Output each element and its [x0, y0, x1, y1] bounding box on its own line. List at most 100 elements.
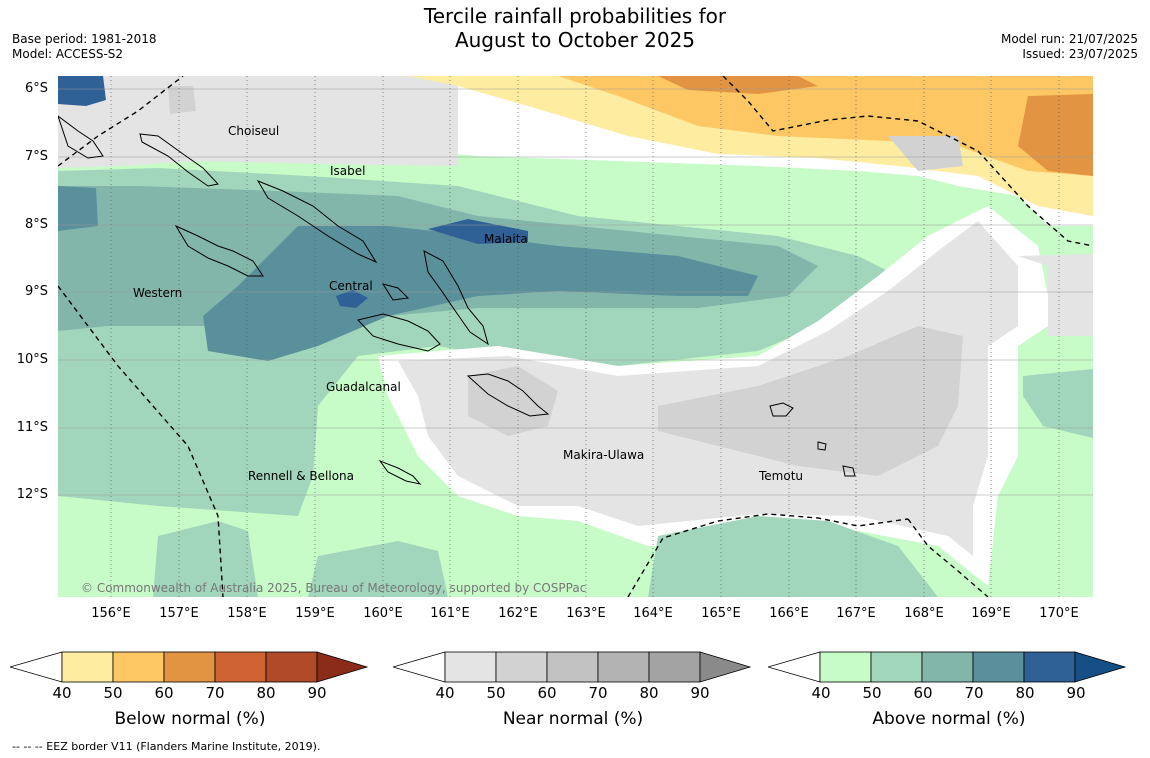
rennell-island: [378, 459, 422, 485]
santa-cruz-islands: [769, 402, 794, 417]
lat-label-10s: 10°S: [16, 352, 48, 367]
colorbar-title-near: Near normal (%): [502, 709, 644, 729]
above-80-90-b: [336, 290, 368, 308]
title-line-2: August to October 2025: [454, 28, 696, 52]
label-western: Western: [133, 286, 182, 300]
region-labels: Choiseul Isabel Malaita Western Central …: [133, 124, 803, 483]
label-makira: Makira-Ulawa: [563, 448, 644, 462]
near-colorbar-segment: [495, 651, 548, 683]
map-title: Tercile rainfall probabilities for Augus…: [0, 4, 1150, 52]
near-colorbar-max-arrow: [699, 651, 752, 683]
near-40-50-north: [58, 76, 458, 168]
below-colorbar-min-arrow: [10, 651, 63, 683]
above-70-80-west: [58, 186, 98, 231]
lat-label-9s: 9°S: [24, 284, 48, 299]
below-tick-50: 50: [103, 684, 123, 702]
above-80-90-c: [58, 76, 106, 106]
lon-label-161e: 161°E: [430, 606, 470, 621]
base-period: Base period: 1981-2018: [12, 32, 157, 46]
near-colorbar-segment: [648, 651, 701, 683]
label-choiseul: Choiseul: [228, 124, 279, 138]
near-40-50-eastedge: [1018, 254, 1093, 336]
colorbar-near: [393, 651, 752, 683]
near-50-60-south: [468, 366, 558, 436]
shortland-islands: [58, 115, 104, 159]
above-colorbar-min-arrow: [768, 651, 821, 683]
guadalcanal-island: [357, 313, 441, 352]
above-tick-70: 70: [964, 684, 984, 702]
lon-label-166e: 166°E: [769, 606, 809, 621]
near-tick-90: 90: [690, 684, 710, 702]
below-tick-70: 70: [205, 684, 225, 702]
above-tick-40: 40: [811, 684, 831, 702]
lon-label-163e: 163°E: [566, 606, 606, 621]
label-isabel: Isabel: [330, 164, 365, 178]
model-info: Base period: 1981-2018 Model: ACCESS-S2: [12, 32, 157, 62]
lat-label-8s: 8°S: [24, 217, 48, 232]
run-info: Model run: 21/07/2025 Issued: 23/07/2025: [1001, 32, 1138, 62]
above-tick-80: 80: [1015, 684, 1035, 702]
map-area: Choiseul Isabel Malaita Western Central …: [58, 76, 1093, 597]
near-colorbar-segment: [546, 651, 599, 683]
model-name: Model: ACCESS-S2: [12, 47, 124, 61]
below-colorbar-segment: [163, 651, 216, 683]
makira-island: [466, 373, 550, 417]
colorbar-above: [768, 651, 1127, 683]
near-tick-60: 60: [537, 684, 557, 702]
lat-label-11s: 11°S: [16, 420, 48, 435]
below-colorbar-segment: [265, 651, 318, 683]
colorbar-below: [10, 651, 369, 683]
near-tick-80: 80: [639, 684, 659, 702]
malaita-island: [423, 250, 489, 346]
label-malaita: Malaita: [484, 232, 528, 246]
label-central: Central: [329, 279, 373, 293]
near-colorbar-min-arrow: [393, 651, 446, 683]
colorbar-title-below: Below normal (%): [114, 709, 266, 729]
near-colorbar-segment: [597, 651, 650, 683]
lon-label-164e: 164°E: [633, 606, 673, 621]
lon-label-167e: 167°E: [836, 606, 876, 621]
above-colorbar-segment: [819, 651, 872, 683]
copyright-notice: © Commonwealth of Australia 2025, Bureau…: [81, 581, 586, 595]
near-50-60-east: [658, 326, 963, 476]
near-50-60-north: [168, 86, 196, 114]
below-60-70-b: [1018, 94, 1093, 176]
below-tick-80: 80: [256, 684, 276, 702]
lat-label-6s: 6°S: [24, 81, 48, 96]
above-colorbar-segment: [921, 651, 974, 683]
reef-islands: [817, 441, 827, 451]
label-guadalcanal: Guadalcanal: [326, 380, 401, 394]
lon-label-165e: 165°E: [701, 606, 741, 621]
above-50-60-south-c: [648, 516, 938, 597]
colorbar-title-above: Above normal (%): [872, 709, 1026, 729]
eez-legend-note: -- -- -- EEZ border V11 (Flanders Marine…: [12, 740, 321, 753]
below-tick-60: 60: [154, 684, 174, 702]
gridlines: [58, 76, 1093, 597]
above-70-80: [203, 226, 758, 361]
below-50-60: [558, 76, 1093, 176]
above-colorbar-segment: [1023, 651, 1076, 683]
choiseul-island: [139, 133, 219, 187]
isabel-island: [256, 179, 378, 264]
lon-label-158e: 158°E: [227, 606, 267, 621]
near-tick-50: 50: [486, 684, 506, 702]
below-60-70-a: [658, 76, 818, 94]
below-colorbar-segment: [61, 651, 114, 683]
above-colorbar-segment: [870, 651, 923, 683]
title-line-1: Tercile rainfall probabilities for: [423, 4, 727, 28]
near-50-60-extra: [888, 136, 963, 171]
above-50-60-east: [1023, 369, 1093, 438]
lat-label-12s: 12°S: [16, 487, 48, 502]
below-tick-90: 90: [307, 684, 327, 702]
near-tick-40: 40: [435, 684, 455, 702]
lon-label-157e: 157°E: [159, 606, 199, 621]
lon-label-170e: 170°E: [1039, 606, 1079, 621]
near-colorbar-segment: [444, 651, 497, 683]
above-tick-60: 60: [913, 684, 933, 702]
lat-label-7s: 7°S: [24, 149, 48, 164]
above-tick-90: 90: [1066, 684, 1086, 702]
model-run-date: Model run: 21/07/2025: [1000, 32, 1138, 46]
new-georgia-islands: [174, 224, 264, 277]
lon-label-162e: 162°E: [498, 606, 538, 621]
above-tick-50: 50: [862, 684, 882, 702]
